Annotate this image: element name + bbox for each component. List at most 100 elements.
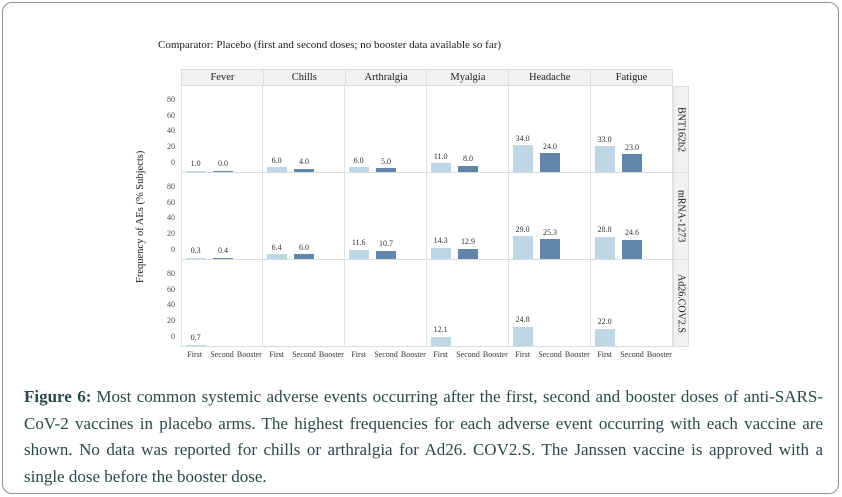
facet-column-header: Myalgia: [427, 70, 510, 85]
facet-row: 0 20 40 60 80 0.7 12.1 24.8 22.0 Ad26.COV2.S: [143, 260, 689, 347]
dose-axis-cell: First Second Booster: [345, 347, 427, 363]
bar-value-label: 0.4: [218, 246, 228, 255]
y-axis-ticks: 0 20 40 60 80: [143, 260, 181, 347]
facet-column-header-row: Fever Chills Arthralgia Myalgia Headache Fati…: [181, 69, 673, 86]
bar: [430, 336, 451, 346]
dose-axis-label: First: [269, 350, 284, 359]
y-tick-label: 20: [167, 315, 175, 325]
bar: [594, 146, 615, 172]
bar: [594, 236, 615, 259]
dose-axis-label: Booster: [646, 350, 672, 359]
bar-value-label: 23.0: [625, 142, 639, 152]
y-tick-label: 60: [167, 197, 175, 207]
facet-panel: 22.0: [591, 260, 673, 347]
dose-axis-label: First: [597, 350, 612, 359]
dose-axis-row: First Second Booster First Second Booster Firs…: [181, 347, 689, 363]
facet-row: 0 20 40 60 80 0.3 0.4 6.4 6.0 11.6 10.7 14.3 12.9 29.…: [143, 173, 689, 260]
facet-panel: 29.0 25.3: [509, 173, 591, 260]
bar: [294, 254, 314, 259]
bar-value-label: 34.0: [515, 133, 530, 143]
dose-axis-label: Booster: [482, 350, 508, 359]
bar: [376, 250, 396, 259]
y-tick-label: 80: [167, 269, 175, 279]
bar-value-label: 33.0: [597, 134, 612, 144]
facet-panel: 6.4 6.0: [263, 173, 345, 260]
bar-value-label: 11.6: [351, 238, 366, 248]
facet-panel: 6.0 5.0: [345, 86, 427, 173]
bar: [622, 154, 642, 172]
y-tick-label: 40: [167, 213, 175, 223]
y-tick-label: 20: [167, 141, 175, 151]
facet-column-header: Fatigue: [615, 72, 648, 83]
bar-value-label: 5.0: [381, 156, 391, 166]
dose-axis-label: Booster: [564, 350, 590, 359]
facet-panel: 11.0 8.0: [427, 86, 509, 173]
faceted-bar-chart: Fever Chills Arthralgia Myalgia Headache Fati…: [143, 69, 689, 363]
bar-value-label: 10.7: [379, 239, 393, 249]
bar-value-label: 6.0: [353, 155, 364, 165]
facet-column-header: Headache: [509, 70, 592, 85]
dose-axis-label: Second: [292, 350, 316, 359]
y-axis-ticks: 0 20 40 60 80: [143, 173, 181, 260]
facet-row-label: mRNA-1273: [675, 189, 687, 243]
y-tick-label: 80: [167, 95, 175, 105]
y-tick-label: 40: [167, 126, 175, 136]
facet-panel: 0.7: [181, 260, 263, 347]
bar-value-label: 25.3: [543, 227, 557, 237]
bar-value-label: 6.0: [271, 155, 282, 165]
facet-column-header: Arthralgia: [346, 70, 428, 85]
bar-value-label: 24.6: [625, 228, 639, 238]
y-tick-label: 0: [171, 157, 175, 167]
bar: [430, 247, 451, 259]
dose-axis-cell: First Second Booster: [427, 347, 509, 363]
facet-column-header: Fever: [182, 70, 264, 85]
bar: [540, 153, 560, 172]
bar: [185, 344, 206, 346]
facet-panel: 33.0 23.0: [591, 86, 673, 173]
facet-panel: 1.0 0.0: [181, 86, 263, 173]
dose-axis-label: Booster: [400, 350, 426, 359]
figure-caption-label: Figure 6:: [24, 387, 92, 406]
figure-caption: Figure 6: Most common systemic adverse ev…: [24, 384, 823, 490]
dose-axis-label: First: [187, 350, 202, 359]
bar-value-label: 0.3: [190, 246, 201, 255]
facet-panel: [263, 260, 345, 347]
dose-axis-label: Second: [456, 350, 480, 359]
bar-value-label: 22.0: [597, 317, 612, 327]
bar-value-label: 11.0: [433, 151, 448, 161]
bar: [266, 167, 287, 172]
bar: [376, 168, 396, 172]
bar: [266, 254, 287, 259]
bar-value-label: 0.7: [190, 333, 201, 342]
facet-row-label: Ad26.COV2.S: [675, 273, 687, 333]
bar-value-label: 12.1: [433, 325, 448, 335]
facet-column-header: Chills: [264, 70, 346, 85]
facet-panel: 6.0 4.0: [263, 86, 345, 173]
facet-row-label-strip: mRNA-1273: [673, 173, 689, 260]
bar-value-label: 12.9: [461, 237, 475, 247]
dose-axis-label: Second: [538, 350, 562, 359]
facet-panel: 34.0 24.0: [509, 86, 591, 173]
bar: [348, 249, 369, 259]
dose-axis-label: Second: [374, 350, 398, 359]
bar: [540, 239, 560, 259]
dose-axis-label: Booster: [318, 350, 344, 359]
bar-value-label: 4.0: [299, 157, 309, 167]
dose-axis-label: Booster: [236, 350, 262, 359]
bar: [512, 326, 533, 346]
bar: [458, 165, 478, 172]
y-tick-label: 20: [167, 228, 175, 238]
facet-panel: 0.3 0.4: [181, 173, 263, 260]
bar: [185, 257, 206, 259]
facet-panel: 12.1: [427, 260, 509, 347]
facet-row: 0 20 40 60 80 1.0 0.0 6.0 4.0 6.0 5.0 11.0 8.0 34.0 24…: [143, 86, 689, 173]
bar: [430, 163, 451, 172]
bar: [213, 257, 233, 259]
y-tick-label: 60: [167, 284, 175, 294]
figure-caption-text: Most common systemic adverse events occu…: [24, 387, 823, 486]
dose-axis-cell: First Second Booster: [263, 347, 345, 363]
bar: [213, 170, 233, 172]
facet-row-label: BNT162b2: [675, 107, 687, 152]
dose-axis-label: First: [433, 350, 448, 359]
